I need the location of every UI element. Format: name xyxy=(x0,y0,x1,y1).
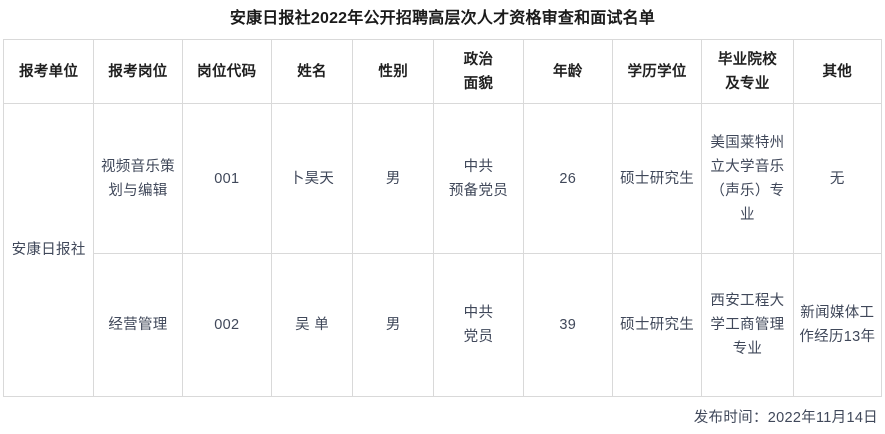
column-header-name: 姓名 xyxy=(270,39,354,104)
cell-age: 26 xyxy=(522,103,613,254)
publish-date-note: 发布时间：2022年11月14日 xyxy=(693,410,878,426)
table-header: 报考单位 报考岗位 岗位代码 姓名 性别 政治 面貌 年龄 学历学位 毕业院校 及专… xyxy=(2,39,883,104)
column-header-education: 学历学位 xyxy=(611,39,703,104)
column-header-gender: 性别 xyxy=(352,39,435,104)
table-row: 经营管理 002 吴 单 男 中共 党员 39 硕士研究生 西安工程大学工商管理专… xyxy=(4,253,883,397)
cell-name: 吴 单 xyxy=(270,253,354,397)
column-header-school-major: 毕业院校 及专业 xyxy=(701,39,794,104)
cell-age: 39 xyxy=(522,253,613,397)
cell-gender: 男 xyxy=(352,103,435,254)
candidate-roster-table: 报考单位 报考岗位 岗位代码 姓名 性别 政治 面貌 年龄 学历学位 毕业院校 及专… xyxy=(2,39,883,397)
cell-school-major: 西安工程大学工商管理专业 xyxy=(701,253,794,397)
table-container: 报考单位 报考岗位 岗位代码 姓名 性别 政治 面貌 年龄 学历学位 毕业院校 及专… xyxy=(0,39,885,397)
cell-political-status: 中共 党员 xyxy=(433,253,524,397)
column-header-position-code: 岗位代码 xyxy=(181,39,272,104)
column-header-political-status: 政治 面貌 xyxy=(433,39,524,104)
cell-other: 无 xyxy=(792,103,883,254)
table-row: 安康日报社 视频音乐策划与编辑 001 卜昊天 男 中共 预备党员 26 硕士研究… xyxy=(2,103,883,397)
cell-position: 经营管理 xyxy=(93,253,183,397)
cell-position-code: 001 xyxy=(181,103,272,254)
cell-other: 新闻媒体工作经历13年 xyxy=(792,253,883,397)
cell-education: 硕士研究生 xyxy=(611,253,703,397)
cell-political-status: 中共 预备党员 xyxy=(433,103,524,254)
cell-gender: 男 xyxy=(352,253,435,397)
column-header-other: 其他 xyxy=(792,39,883,104)
cell-unit: 安康日报社 xyxy=(2,103,95,397)
cell-school-major: 美国莱特州立大学音乐（声乐）专业 xyxy=(701,103,794,254)
table-header-row: 报考单位 报考岗位 岗位代码 姓名 性别 政治 面貌 年龄 学历学位 毕业院校 及专… xyxy=(2,39,883,104)
cell-position-code: 002 xyxy=(181,253,272,397)
table-body: 安康日报社 视频音乐策划与编辑 001 卜昊天 男 中共 预备党员 26 硕士研究… xyxy=(2,103,883,397)
column-header-unit: 报考单位 xyxy=(2,39,95,104)
page-title: 安康日报社2022年公开招聘高层次人才资格审查和面试名单 xyxy=(229,10,656,27)
cell-name: 卜昊天 xyxy=(270,103,354,254)
cell-position: 视频音乐策划与编辑 xyxy=(93,103,183,254)
column-header-position: 报考岗位 xyxy=(93,39,183,104)
cell-education: 硕士研究生 xyxy=(611,103,703,254)
column-header-age: 年龄 xyxy=(522,39,613,104)
